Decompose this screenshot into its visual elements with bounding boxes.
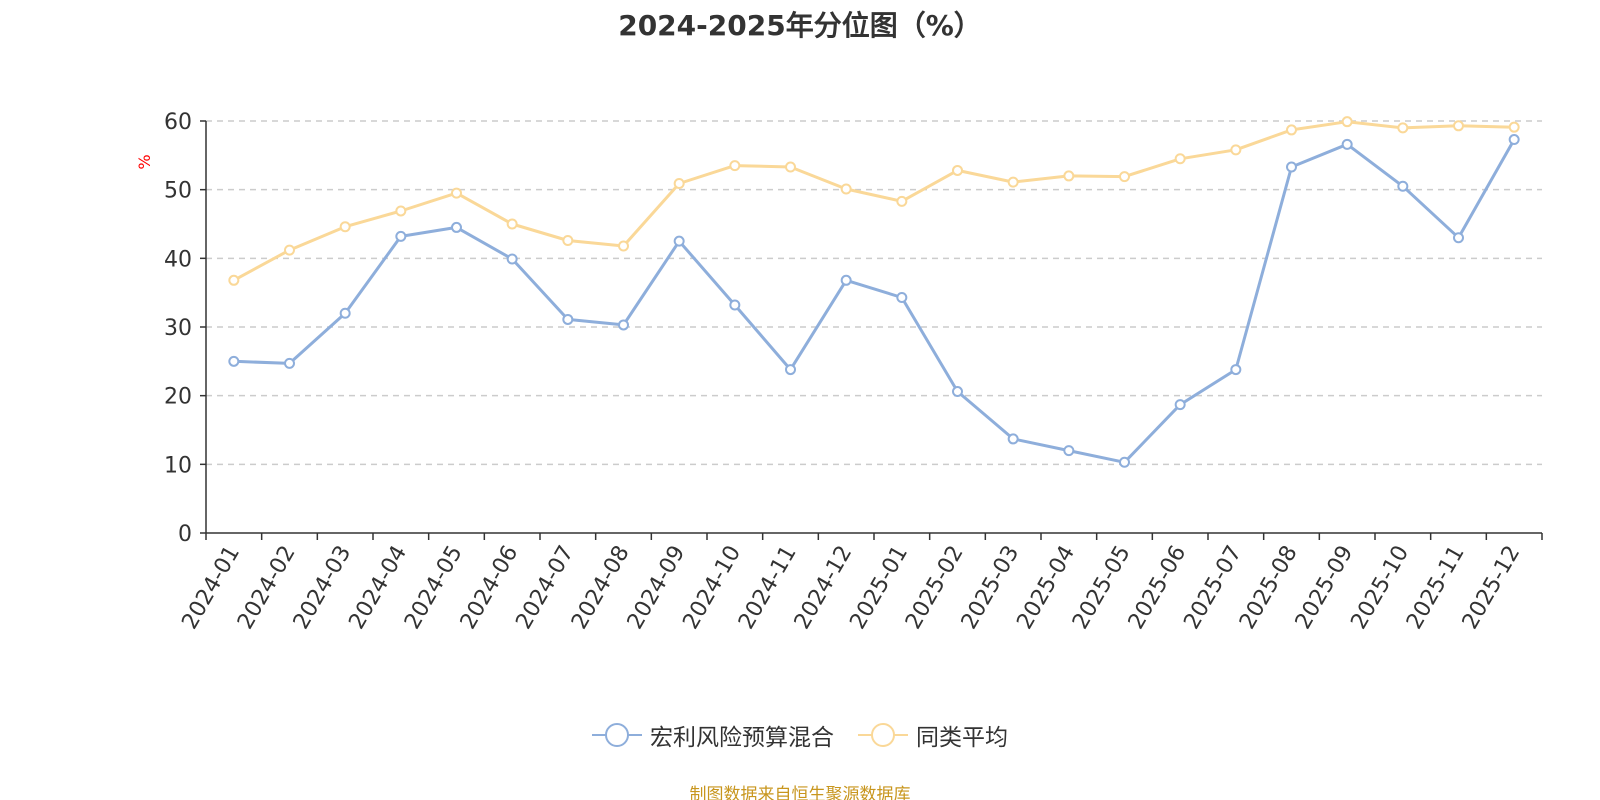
data-point <box>339 307 351 319</box>
data-point <box>1230 144 1242 156</box>
data-point <box>1508 121 1520 133</box>
data-point <box>451 221 462 233</box>
legend-item-series-2[interactable]: 同类平均 <box>858 718 1008 752</box>
data-point <box>1397 180 1409 192</box>
data-point <box>896 195 908 207</box>
x-tick-labels: 2024-012024-022024-032024-042024-052024-… <box>177 542 1525 634</box>
y-tick-label: 30 <box>164 316 192 341</box>
data-point <box>284 244 295 256</box>
data-point <box>562 234 574 246</box>
data-point <box>1341 138 1353 150</box>
series-lines <box>233 120 1516 464</box>
y-axis-label: % <box>135 154 154 169</box>
data-point <box>1174 153 1186 165</box>
data-point <box>1453 120 1464 132</box>
chart-title: 2024-2025年分位图（%） <box>618 9 982 42</box>
data-point <box>618 240 629 252</box>
data-point <box>952 164 963 176</box>
axes <box>200 120 1543 540</box>
y-tick-label: 50 <box>164 179 192 204</box>
data-point <box>673 235 685 247</box>
data-point <box>952 386 963 398</box>
data-point <box>1007 433 1019 445</box>
legend-marker-icon <box>592 722 642 748</box>
series-line <box>233 120 1515 282</box>
data-point <box>1453 232 1464 244</box>
legend-marker-icon <box>858 722 908 748</box>
data-point <box>1119 171 1130 183</box>
data-point <box>785 161 796 173</box>
data-point <box>506 253 518 265</box>
gridlines <box>206 120 1542 466</box>
data-point <box>840 274 852 286</box>
data-point <box>395 230 407 242</box>
data-point <box>618 319 629 331</box>
data-point <box>228 355 240 367</box>
data-point <box>673 177 685 189</box>
y-tick-label: 20 <box>164 385 192 410</box>
series-line <box>233 138 1516 464</box>
data-point <box>1119 456 1130 468</box>
data-point <box>228 274 240 286</box>
data-point <box>1063 170 1075 182</box>
data-point <box>840 183 852 195</box>
data-point <box>1174 399 1186 411</box>
legend-item-series-1[interactable]: 宏利风险预算混合 <box>592 718 834 752</box>
data-point <box>1063 445 1075 457</box>
data-point <box>1230 364 1242 376</box>
data-point <box>896 291 908 303</box>
y-tick-label: 60 <box>164 110 192 135</box>
y-tick-label: 40 <box>164 247 192 272</box>
data-point <box>1341 116 1353 128</box>
y-tick-label: 0 <box>178 522 192 547</box>
y-tick-labels: 0 10 20 30 40 50 60 <box>164 110 192 547</box>
data-point <box>506 218 518 230</box>
y-tick-label: 10 <box>164 453 192 478</box>
data-point <box>1397 122 1409 134</box>
legend-label: 同类平均 <box>916 725 1008 751</box>
data-point <box>284 357 295 369</box>
legend: 宏利风险预算混合 同类平均 <box>0 718 1600 752</box>
data-point <box>729 299 741 311</box>
data-point <box>1508 134 1520 146</box>
series-points <box>228 116 1520 468</box>
source-note: 制图数据来自恒生聚源数据库 <box>689 785 911 800</box>
data-point <box>339 221 351 233</box>
legend-label: 宏利风险预算混合 <box>650 725 834 751</box>
data-point <box>562 313 574 325</box>
data-point <box>1007 176 1019 188</box>
data-point <box>785 364 796 376</box>
data-point <box>451 187 462 199</box>
data-point <box>729 160 741 172</box>
data-point <box>1286 124 1297 136</box>
data-point <box>395 205 407 217</box>
data-point <box>1286 161 1297 173</box>
